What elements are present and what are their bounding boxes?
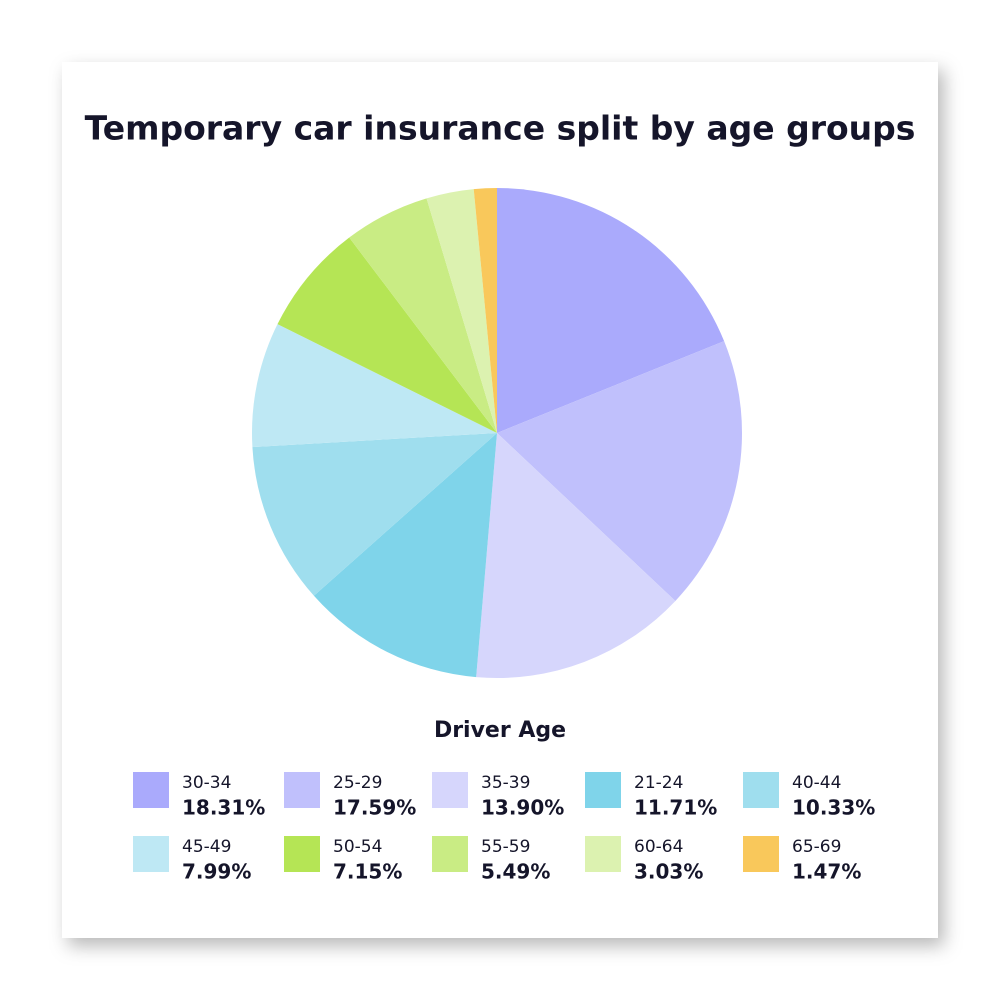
- legend-swatch: [284, 836, 320, 872]
- legend: 30-34 18.31% 25-29 17.59% 35-39 13.90% 21-24 11…: [133, 772, 875, 884]
- legend-swatch: [585, 772, 621, 808]
- legend-value: 10.33%: [792, 796, 875, 820]
- pie-slice: [349, 198, 497, 433]
- legend-value: 7.99%: [182, 860, 251, 884]
- legend-value: 18.31%: [182, 796, 265, 820]
- legend-swatch: [133, 772, 169, 808]
- pie-slice: [497, 341, 742, 601]
- pie-slice: [473, 188, 497, 433]
- pie: [252, 188, 742, 678]
- legend-label: 30-34: [182, 773, 231, 793]
- legend-label: 21-24: [634, 773, 683, 793]
- pie-slice: [313, 433, 497, 678]
- legend-value: 3.03%: [634, 860, 703, 884]
- legend-label: 45-49: [182, 837, 231, 857]
- legend-label: 65-69: [792, 837, 841, 857]
- legend-value: 17.59%: [333, 796, 416, 820]
- legend-title: Driver Age: [434, 718, 566, 743]
- pie-slice: [497, 188, 725, 433]
- pie-slice: [252, 433, 497, 596]
- legend-swatch: [432, 836, 468, 872]
- legend-value: 5.49%: [481, 860, 550, 884]
- legend-value: 1.47%: [792, 860, 861, 884]
- legend-value: 7.15%: [333, 860, 402, 884]
- pie-slice: [252, 324, 497, 448]
- legend-label: 25-29: [333, 773, 382, 793]
- pie-slice: [426, 189, 497, 433]
- pie-slice: [476, 433, 676, 678]
- legend-label: 40-44: [792, 773, 841, 793]
- legend-swatch: [743, 772, 779, 808]
- legend-value: 11.71%: [634, 796, 717, 820]
- legend-swatch: [432, 772, 468, 808]
- pie-slice: [277, 237, 497, 433]
- legend-label: 35-39: [481, 773, 530, 793]
- legend-label: 60-64: [634, 837, 683, 857]
- legend-swatch: [743, 836, 779, 872]
- legend-value: 13.90%: [481, 796, 564, 820]
- legend-swatch: [133, 836, 169, 872]
- legend-label: 50-54: [333, 837, 382, 857]
- legend-swatch: [585, 836, 621, 872]
- legend-label: 55-59: [481, 837, 530, 857]
- legend-swatch: [284, 772, 320, 808]
- chart-title: Temporary car insurance split by age gro…: [85, 109, 916, 148]
